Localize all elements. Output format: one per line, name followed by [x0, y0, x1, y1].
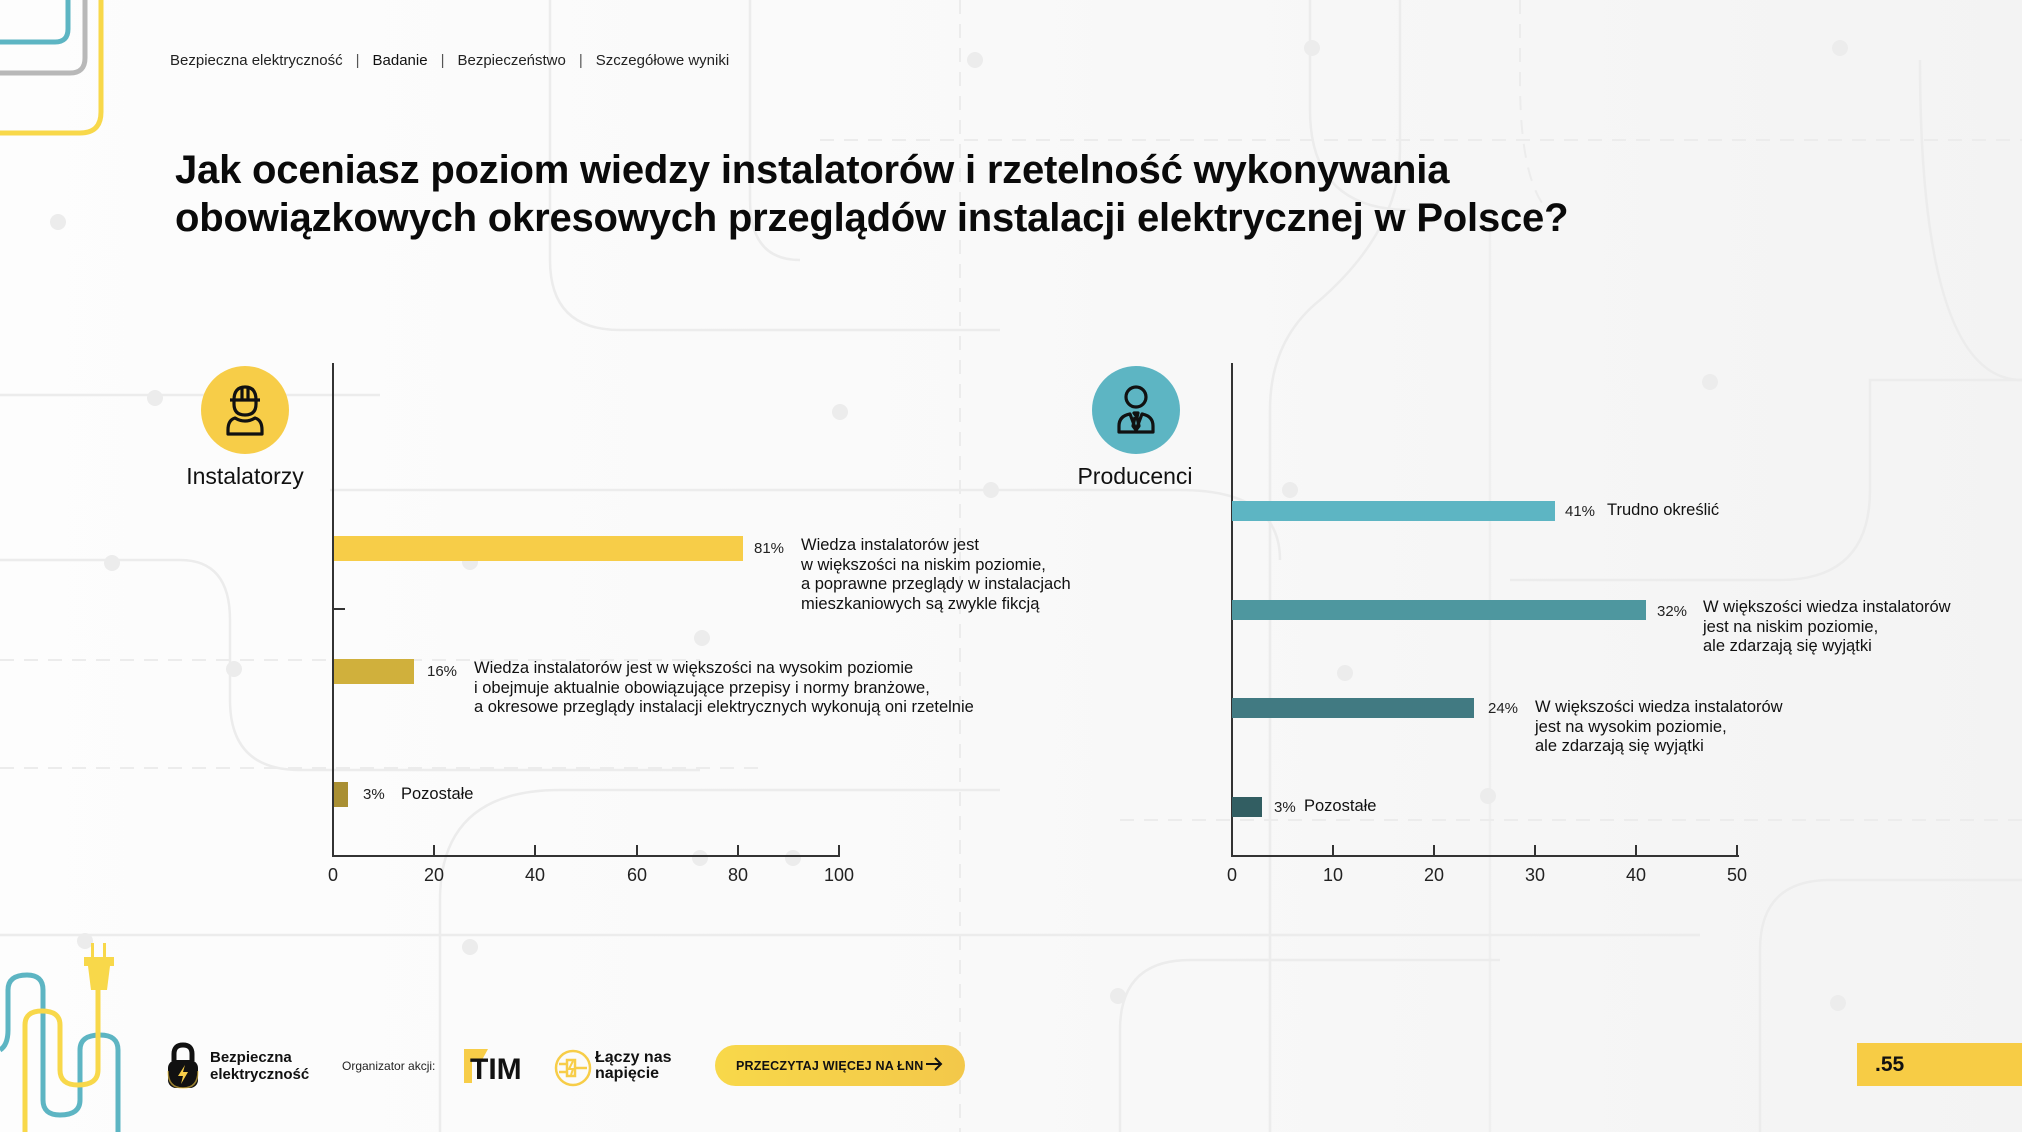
tim-logo[interactable]: TIM [462, 1046, 542, 1091]
breadcrumb-item-bezpieczenstwo[interactable]: Bezpieczeństwo [457, 52, 566, 69]
group-label-instalatorzy: Instalatorzy [186, 463, 304, 489]
bar-description: Trudno określić [1607, 501, 1719, 521]
page-title-line-2: obowiązkowych okresowych przeglądów inst… [175, 196, 1569, 240]
bar-description: W większości wiedza instalatorów jest na… [1703, 598, 1951, 657]
desc-line: ale zdarzają się wyjątki [1703, 637, 1872, 655]
bar-description: Wiedza instalatorów jest w większości na… [801, 536, 1071, 614]
page-title: Jak oceniasz poziom wiedzy instalatorów … [175, 146, 1569, 242]
left-tick [534, 845, 536, 857]
breadcrumb-item-home[interactable]: Bezpieczna elektryczność [170, 52, 343, 69]
desc-line: jest na wysokim poziomie, [1535, 717, 1727, 736]
right-tick-label: 50 [1726, 865, 1748, 885]
left-tick-label: 40 [524, 865, 546, 885]
desc-line: Wiedza instalatorów jest w większości na… [474, 659, 914, 677]
read-more-label: PRZECZYTAJ WIĘCEJ NA ŁNN [736, 1058, 924, 1073]
right-tick-label: 20 [1423, 865, 1445, 885]
page-number-badge: .55 [1857, 1043, 2022, 1086]
bar-description: Wiedza instalatorów jest w większości na… [474, 659, 974, 718]
left-tick [636, 845, 638, 857]
bar-41 [1232, 501, 1555, 521]
right-tick [1332, 845, 1334, 857]
left-tick-label: 80 [727, 865, 749, 885]
organizer-label: Organizator akcji: [342, 1059, 436, 1073]
left-tick-label: 0 [327, 865, 338, 885]
desc-line: ale zdarzają się wyjątki [1535, 737, 1704, 755]
breadcrumb-separator: | [440, 52, 445, 69]
left-chart-y-axis [332, 363, 334, 857]
bar-81 [334, 536, 743, 561]
right-tick [1433, 845, 1435, 857]
lock-logo-icon [166, 1041, 200, 1094]
bar-value-label: 3% [363, 786, 385, 803]
left-chart-x-axis [332, 855, 840, 857]
gray-corner-line [0, 0, 88, 76]
lnn-line-2: napięcie [595, 1065, 660, 1082]
desc-line: Wiedza instalatorów jest [801, 536, 979, 554]
desc-line: W większości wiedza instalatorów [1703, 598, 1951, 616]
plug-icon [84, 943, 114, 990]
bar-description: W większości wiedza instalatorów jest na… [1535, 698, 1783, 757]
right-tick [1635, 845, 1637, 857]
left-tick [433, 845, 435, 857]
lnn-logo-text[interactable]: Łączy nas napięcie [595, 1050, 671, 1082]
breadcrumb-separator: | [578, 52, 583, 69]
left-tick [838, 845, 840, 857]
right-tick-label: 0 [1226, 865, 1237, 885]
right-chart-x-axis [1231, 855, 1739, 857]
brand-line-1: Bezpieczna [210, 1049, 292, 1066]
page-number: .55 [1875, 1052, 1905, 1076]
breadcrumb-separator: | [355, 52, 360, 69]
right-tick-label: 10 [1322, 865, 1344, 885]
bar-value-label: 16% [427, 663, 458, 680]
left-tick-label: 100 [823, 865, 855, 885]
bar-value-label: 32% [1657, 603, 1688, 620]
brand-name: Bezpieczna elektryczność [210, 1049, 309, 1083]
left-tick-label: 20 [423, 865, 445, 885]
left-chart-tick-mark [333, 608, 345, 610]
desc-line: Trudno określić [1607, 501, 1720, 519]
teal-corner-line [0, 0, 71, 45]
bar-value-label: 81% [754, 540, 785, 557]
svg-text:TIM: TIM [470, 1053, 522, 1086]
businessman-icon [1092, 366, 1180, 454]
desc-line: Pozostałe [401, 785, 474, 803]
bar-3 [334, 782, 348, 807]
breadcrumb: Bezpieczna elektryczność | Badanie | Bez… [170, 52, 729, 69]
arrow-right-icon [925, 1057, 943, 1074]
bar-value-label: 24% [1488, 700, 1519, 717]
bar-description: Pozostałe [1304, 797, 1376, 817]
bar-3 [1232, 797, 1262, 817]
yellow-corner-line [0, 0, 104, 136]
bar-32 [1232, 600, 1646, 620]
desc-line: a poprawne przeglądy w instalacjach [801, 575, 1071, 593]
breadcrumb-item-szczegolowe-wyniki[interactable]: Szczegółowe wyniki [595, 52, 730, 69]
page-title-line-1: Jak oceniasz poziom wiedzy instalatorów … [175, 148, 1450, 192]
bar-value-label: 41% [1565, 503, 1596, 520]
desc-line: i obejmuje aktualnie obowiązujące przepi… [474, 678, 930, 697]
bar-24 [1232, 698, 1474, 718]
lnn-logo-icon [553, 1048, 593, 1093]
read-more-button[interactable]: PRZECZYTAJ WIĘCEJ NA ŁNN [715, 1045, 965, 1086]
right-tick [1534, 845, 1536, 857]
desc-line: jest na niskim poziomie, [1703, 617, 1879, 636]
desc-line: a okresowe przeglądy instalacji elektryc… [474, 698, 974, 716]
bar-16 [334, 659, 414, 684]
left-tick [737, 845, 739, 857]
desc-line: W większości wiedza instalatorów [1535, 698, 1783, 716]
bar-description: Pozostałe [401, 785, 473, 805]
bar-value-label: 3% [1274, 799, 1296, 816]
right-tick-label: 30 [1524, 865, 1546, 885]
group-label-producenci: Producenci [1077, 463, 1193, 489]
desc-line: mieszkaniowych są zwykle fikcją [801, 594, 1040, 613]
left-tick-label: 60 [626, 865, 648, 885]
desc-line: w większości na niskim poziomie, [801, 555, 1046, 574]
brand-line-2: elektryczność [210, 1066, 310, 1083]
right-tick [1736, 845, 1738, 857]
lnn-line-1: Łączy nas [595, 1049, 672, 1066]
right-tick-label: 40 [1625, 865, 1647, 885]
desc-line: Pozostałe [1304, 797, 1377, 815]
breadcrumb-item-badanie[interactable]: Badanie [372, 52, 428, 69]
worker-hardhat-icon [201, 366, 289, 454]
